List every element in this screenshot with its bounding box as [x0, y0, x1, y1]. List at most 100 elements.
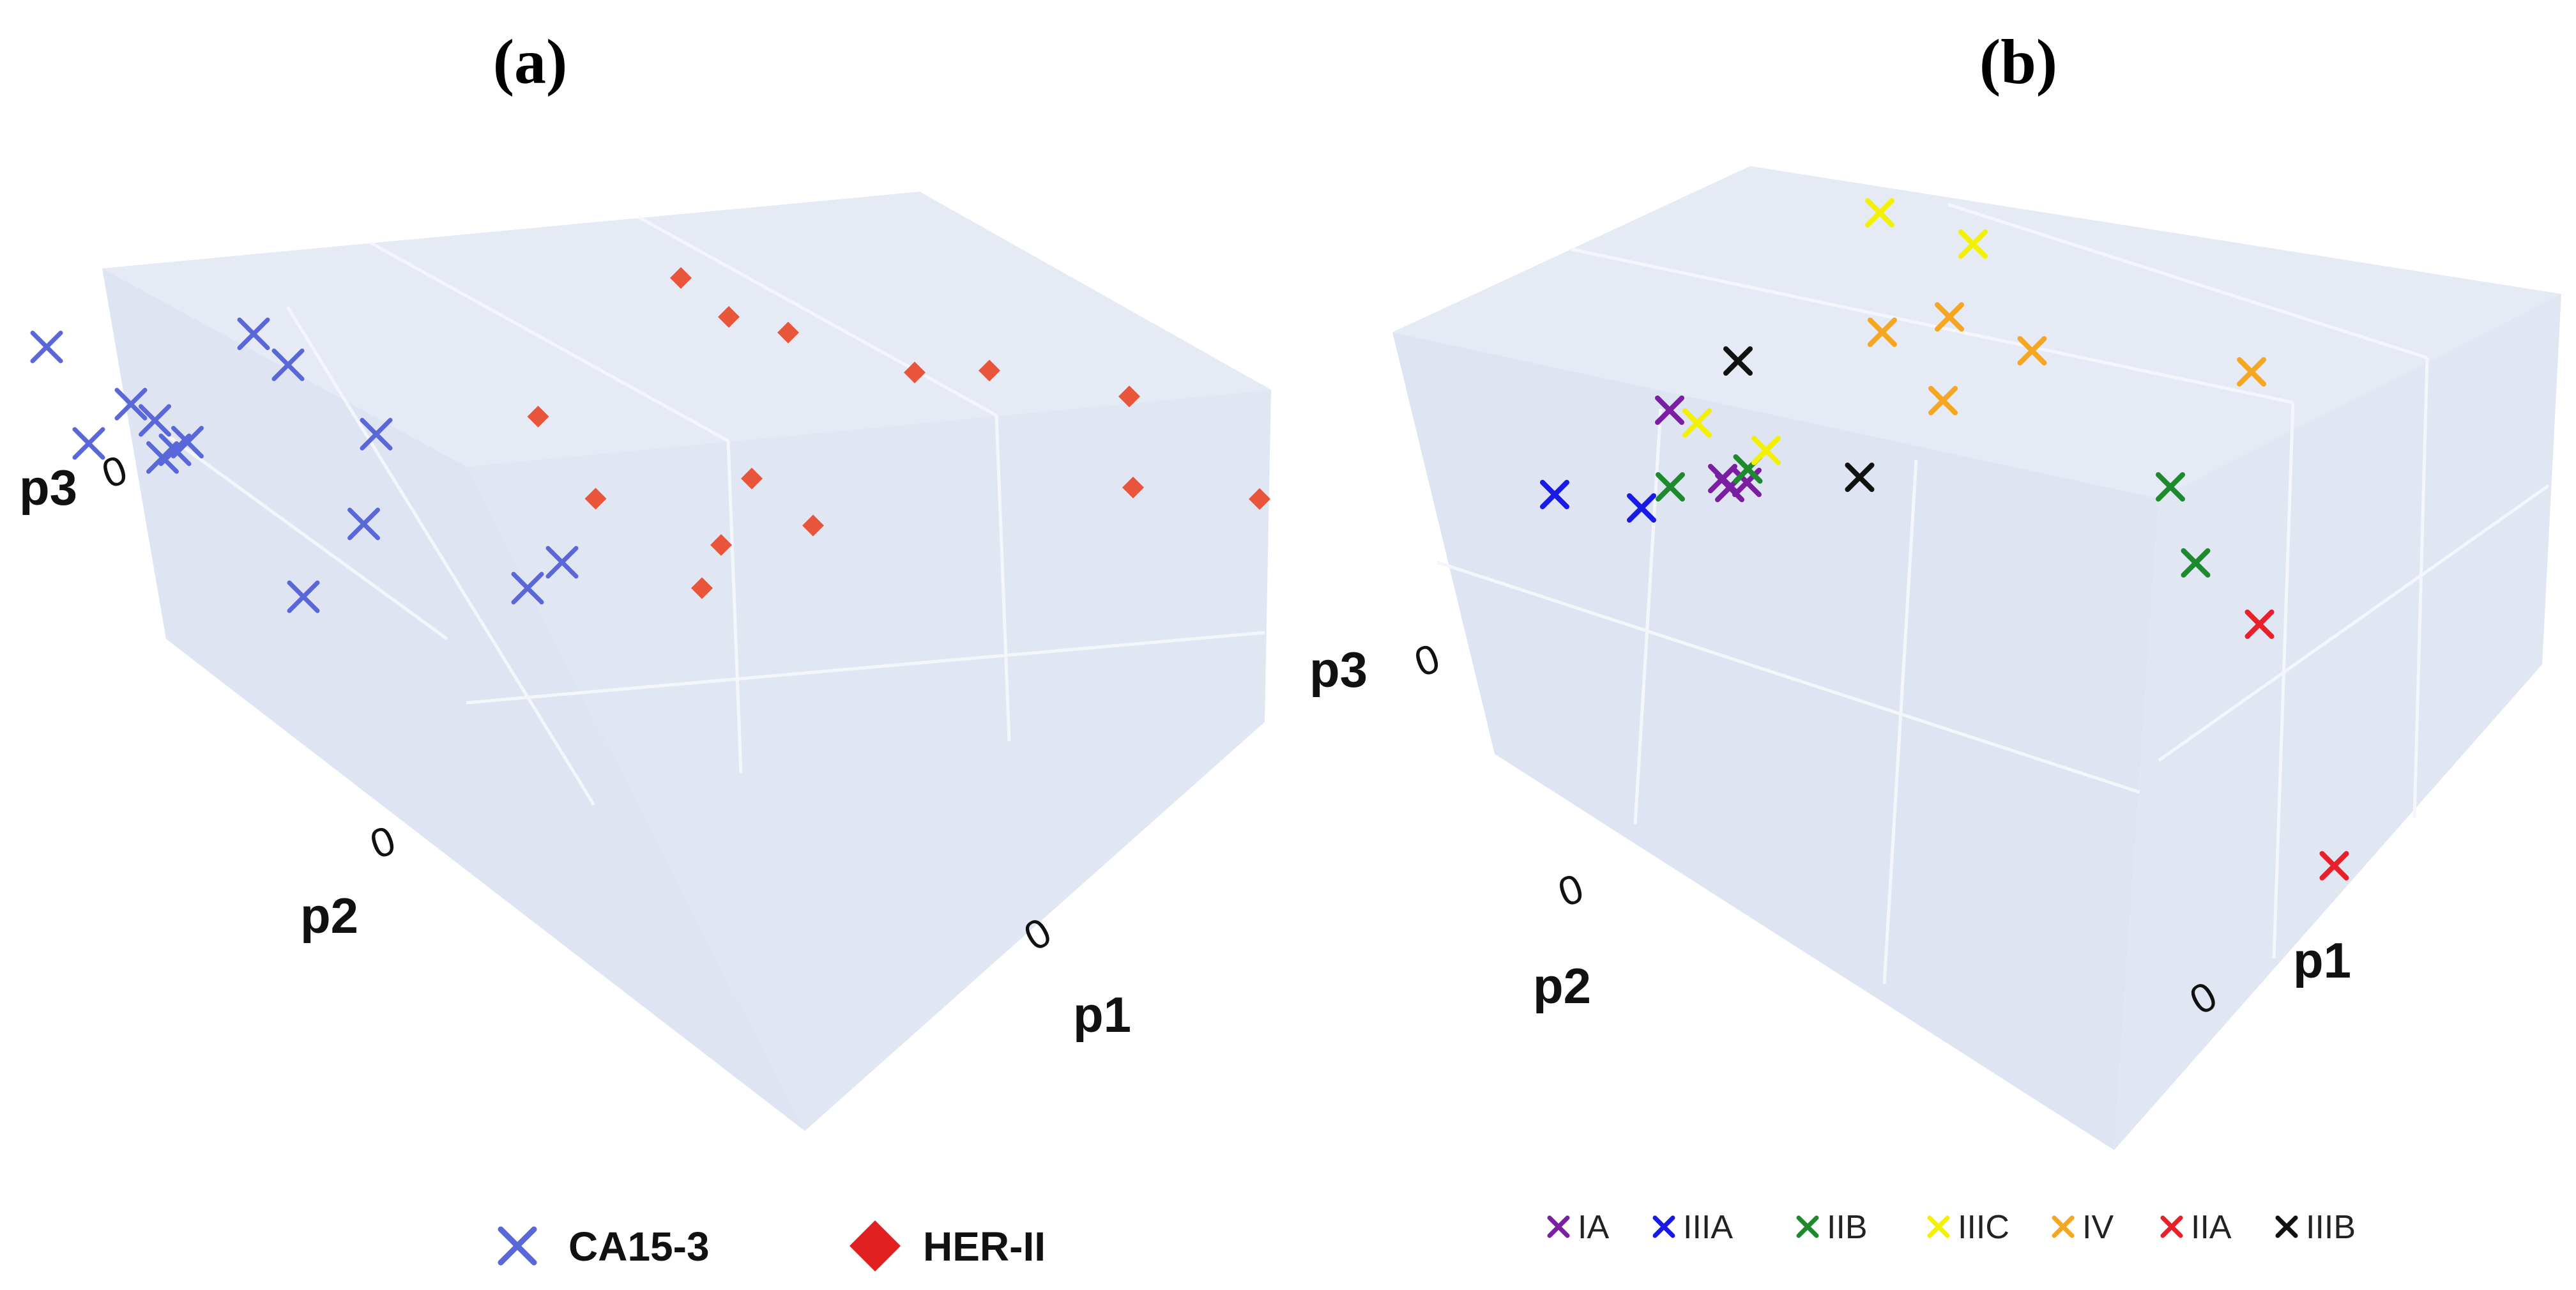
panel-a-title: (a)	[493, 26, 568, 97]
point-iv-0	[1868, 318, 1897, 347]
point-iiia-1	[1627, 493, 1656, 523]
point-ca15-3-13	[511, 572, 544, 604]
point-her-ii-0	[979, 360, 1000, 381]
point-ca15-3-5	[139, 404, 171, 437]
point-iv-3	[2237, 357, 2266, 387]
panel-b-legend: IA IIIA IIB IIIC IV IIA IIIB	[1547, 1209, 2356, 1246]
panel-b-top-pane	[1392, 166, 2561, 498]
b-grid-line-1	[1947, 203, 2428, 360]
panel-a-z-tick-zero: 0	[96, 446, 133, 497]
panel-a-x-axis-label: p1	[1073, 987, 1131, 1043]
panel-b-points	[1540, 198, 2349, 880]
point-ca15-3-8	[545, 546, 579, 579]
point-her-ii-9	[741, 468, 763, 489]
panel-a-y-tick-zero: 0	[364, 817, 401, 868]
legend-marker-ca15-3	[498, 1226, 537, 1266]
legend-label-iiic: IIIC	[1958, 1209, 2009, 1246]
point-iv-1	[1935, 302, 1964, 332]
point-iiic-2	[1865, 198, 1894, 227]
point-her-ii-4	[670, 267, 692, 289]
legend-item-iiib: IIIB	[2275, 1209, 2356, 1246]
point-her-ii-13	[1118, 385, 1140, 408]
legend-item-iv: IV	[2052, 1209, 2114, 1246]
panel-a-left-pane	[102, 268, 805, 1131]
a-grid-line-6	[466, 631, 1265, 705]
b-grid-line-4	[2272, 402, 2295, 959]
a-grid-line-1	[637, 215, 998, 417]
panel-b-x-axis-label: p1	[2293, 932, 2351, 988]
a-grid-line-3	[995, 415, 1011, 742]
point-her-ii-1	[1122, 477, 1144, 498]
legend-item-ca15-3: CA15-3	[498, 1224, 710, 1270]
legend-item-iiia: IIIA	[1652, 1209, 1733, 1246]
point-her-ii-10	[691, 577, 713, 599]
point-iib-2	[2156, 472, 2185, 502]
point-iia-0	[2244, 610, 2275, 639]
point-her-ii-7	[710, 534, 732, 556]
point-her-ii-3	[718, 306, 740, 328]
panel-b-grid	[1437, 203, 2550, 985]
point-ca15-3-9	[237, 318, 270, 350]
legend-item-ia: IA	[1547, 1209, 1609, 1246]
a-grid-line-4	[165, 433, 448, 641]
point-iiib-1	[1845, 463, 1875, 492]
legend-marker-iia	[2160, 1215, 2183, 1238]
point-her-ii-12	[904, 362, 926, 383]
point-ia-0	[1655, 395, 1684, 425]
point-iib-0	[1656, 472, 1685, 502]
b-grid-line-6	[1437, 560, 2140, 794]
b-grid-line-0	[1571, 247, 2294, 404]
point-ca15-3-7	[360, 418, 393, 450]
a-grid-line-5	[286, 305, 596, 806]
legend-marker-iib	[1796, 1215, 1819, 1238]
legend-item-her-ii: HER-II	[850, 1220, 1046, 1271]
legend-item-iia: IIA	[2160, 1209, 2232, 1246]
legend-marker-iiic	[1927, 1215, 1950, 1238]
point-iiic-3	[1958, 229, 1988, 259]
point-iv-2	[2017, 336, 2047, 365]
point-ca15-3-10	[271, 348, 305, 381]
panel-a-points	[30, 267, 1270, 613]
panel-a-y-axis-label: p2	[300, 887, 358, 944]
panel-b-z-axis-label: p3	[1309, 641, 1368, 698]
panel-b-title: (b)	[1979, 26, 2057, 97]
point-ca15-3-6	[30, 330, 63, 364]
panel-a-legend: CA15-3 HER-II	[498, 1220, 1046, 1271]
panel-b-left-pane	[1392, 332, 2159, 1150]
point-iiic-0	[1682, 408, 1712, 438]
legend-label-iiia: IIIA	[1683, 1209, 1733, 1246]
point-her-ii-11	[584, 488, 607, 510]
a-grid-line-0	[369, 241, 729, 443]
point-iia-1	[2319, 851, 2349, 880]
point-her-ii-6	[527, 406, 549, 427]
point-her-ii-2	[1249, 488, 1270, 510]
panel-b-y-tick-zero: 0	[1552, 864, 1589, 916]
a-grid-line-2	[726, 440, 743, 774]
legend-marker-iiia	[1652, 1215, 1675, 1238]
legend-label-ca15-3: CA15-3	[568, 1224, 710, 1270]
point-ia-2	[1708, 464, 1737, 493]
panel-b-right-pane	[2114, 294, 2561, 1150]
panel-b-y-axis-label: p2	[1533, 958, 1591, 1014]
point-her-ii-8	[802, 514, 824, 537]
legend-item-iiic: IIIC	[1927, 1209, 2009, 1246]
point-her-ii-5	[777, 321, 799, 344]
point-iib-3	[2181, 548, 2211, 578]
legend-item-iib: IIB	[1796, 1209, 1868, 1246]
legend-marker-her-ii	[850, 1220, 901, 1271]
point-ca15-3-4	[114, 388, 148, 420]
point-iv-4	[1928, 386, 1958, 415]
legend-marker-iv	[2052, 1215, 2075, 1238]
legend-label-her-ii: HER-II	[923, 1224, 1046, 1270]
point-ca15-3-0	[72, 427, 105, 460]
panel-a-top-pane	[102, 192, 1271, 466]
point-iiic-1	[1751, 436, 1781, 465]
b-grid-line-7	[2158, 484, 2550, 762]
b-grid-line-5	[2412, 357, 2429, 818]
panel-a-grid	[165, 215, 1265, 806]
panel-a-3d-scatter: (a) p3 0 0 p2 0 p1 CA15-3 HER-II	[19, 26, 1271, 1271]
legend-label-ia: IA	[1578, 1209, 1609, 1246]
legend-marker-ia	[1547, 1215, 1570, 1238]
panel-a-right-pane	[466, 390, 1271, 1131]
